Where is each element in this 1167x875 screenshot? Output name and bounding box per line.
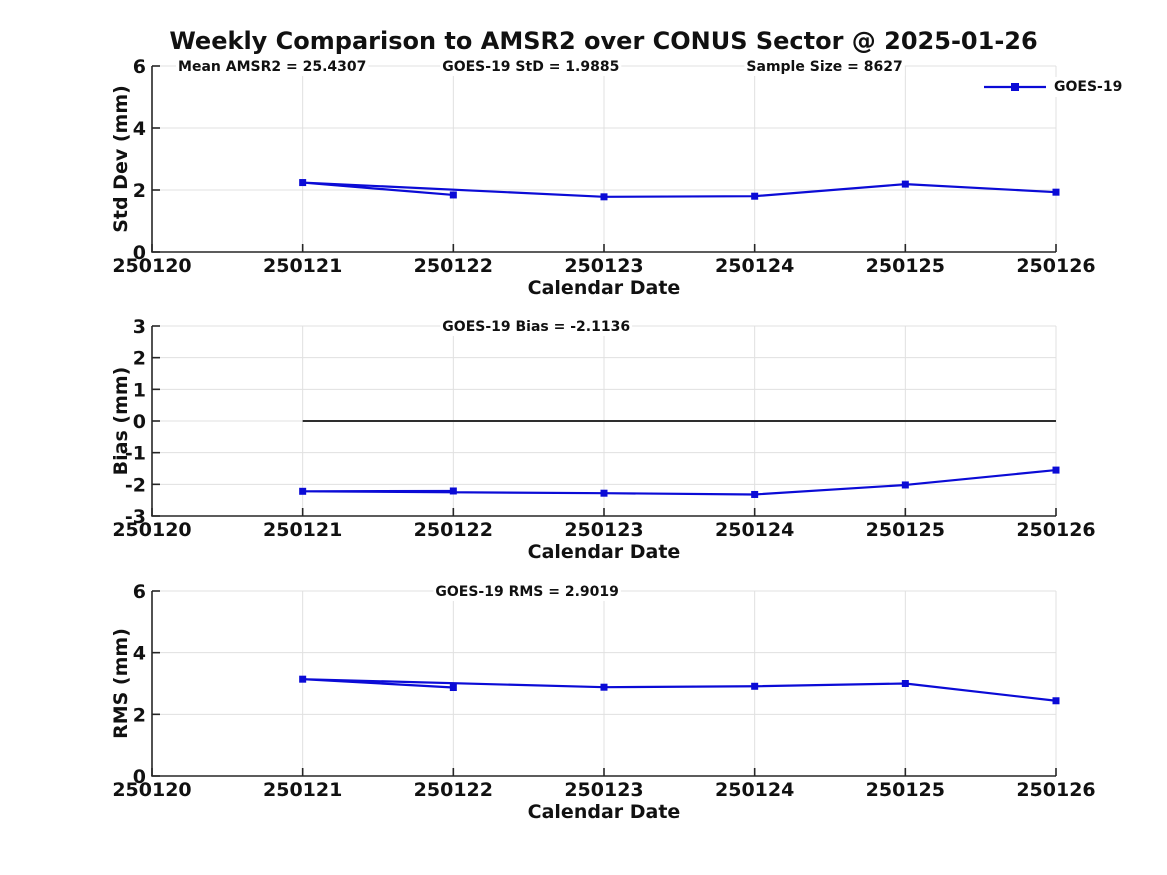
y-axis-label: Std Dev (mm) (110, 85, 132, 233)
data-point-marker (600, 683, 608, 691)
x-axis-label: Calendar Date (528, 541, 681, 563)
data-point-marker (299, 179, 307, 187)
data-point-marker (600, 489, 608, 497)
data-point-marker (449, 487, 457, 495)
series-line (301, 678, 1058, 702)
x-tick-label: 250125 (866, 779, 945, 801)
x-tick-label: 250121 (263, 519, 342, 541)
x-tick-label: 250126 (1016, 519, 1095, 541)
y-tick-label: 2 (133, 180, 146, 202)
data-point-marker (751, 682, 759, 690)
x-tick-label: 250123 (564, 779, 643, 801)
y-tick-label: 0 (133, 411, 146, 433)
y-axis-label: RMS (mm) (110, 628, 132, 739)
stat-annotation: Sample Size = 8627 (746, 59, 902, 75)
y-tick-label: 0 (133, 242, 146, 264)
data-point-marker (449, 684, 457, 692)
data-point-marker (299, 487, 307, 495)
data-point-marker (901, 680, 909, 687)
y-tick-label: 6 (133, 581, 146, 603)
x-tick-label: 250124 (715, 779, 794, 801)
x-tick-label: 250124 (715, 519, 794, 541)
stat-annotation: GOES-19 Bias = -2.1136 (442, 319, 630, 335)
y-tick-label: -1 (125, 443, 146, 465)
data-point-marker (299, 675, 307, 683)
annotation-background (440, 58, 622, 76)
x-tick-label: 250122 (414, 519, 493, 541)
x-tick-label: 250126 (1016, 779, 1095, 801)
x-axis-label: Calendar Date (528, 801, 681, 823)
y-tick-label: 1 (133, 379, 146, 401)
y-tick-label: 4 (133, 118, 146, 140)
y-tick-label: 6 (133, 56, 146, 78)
subplot-std-dev: 250120 250121 250122 250123 250124 250125 2501… (110, 56, 1096, 299)
series-line (301, 468, 1058, 496)
data-point-marker (1052, 697, 1060, 705)
stat-annotation: GOES-19 RMS = 2.9019 (435, 584, 619, 600)
stat-annotation: GOES-19 StD = 1.9885 (442, 59, 619, 75)
x-tick-label: 250126 (1016, 255, 1095, 277)
y-tick-label: 3 (133, 316, 146, 338)
data-point-marker (751, 490, 759, 498)
legend-label: GOES-19 (1054, 79, 1123, 95)
y-axis-label: Bias (mm) (110, 367, 132, 476)
x-tick-label: 250123 (564, 255, 643, 277)
annotation-background (744, 58, 905, 76)
x-tick-label: 250125 (866, 255, 945, 277)
subplot-rms: 250120 250121 250122 250123 250124 250125 2501… (110, 581, 1096, 823)
y-tick-label: 2 (133, 348, 146, 370)
x-tick-label: 250122 (414, 255, 493, 277)
legend: GOES-19 (983, 77, 1123, 97)
x-tick-label: 250120 (112, 519, 191, 541)
x-tick-label: 250124 (715, 255, 794, 277)
y-tick-label: 2 (133, 704, 146, 726)
legend-line-icon (984, 83, 1046, 91)
series-line (301, 181, 1058, 198)
x-tick-label: 250125 (866, 519, 945, 541)
data-point-marker (1052, 466, 1060, 474)
data-point-marker (751, 192, 759, 200)
x-axis-label: Calendar Date (528, 277, 681, 299)
x-tick-label: 250121 (263, 779, 342, 801)
x-tick-label: 250120 (112, 779, 191, 801)
x-tick-label: 250120 (112, 255, 191, 277)
annotation-background (176, 58, 369, 76)
data-point-marker (901, 481, 909, 489)
stat-annotation: Mean AMSR2 = 25.4307 (178, 59, 366, 75)
data-point-marker (449, 191, 457, 199)
data-point-marker (901, 180, 909, 188)
subplot-bias: 250120 250121 250122 250123 250124 250125 2501… (110, 316, 1096, 563)
annotation-background (433, 583, 621, 601)
x-tick-label: 250122 (414, 779, 493, 801)
annotation-background (440, 318, 633, 336)
x-tick-label: 250121 (263, 255, 342, 277)
page-title: Weekly Comparison to AMSR2 over CONUS Se… (169, 27, 1038, 55)
data-point-marker (1052, 188, 1060, 196)
legend-marker (1011, 83, 1019, 91)
y-tick-label: -2 (125, 474, 146, 496)
x-tick-label: 250123 (564, 519, 643, 541)
data-point-marker (600, 193, 608, 201)
y-tick-label: -3 (125, 506, 146, 528)
y-tick-label: 0 (133, 766, 146, 788)
y-tick-label: 4 (133, 643, 146, 665)
